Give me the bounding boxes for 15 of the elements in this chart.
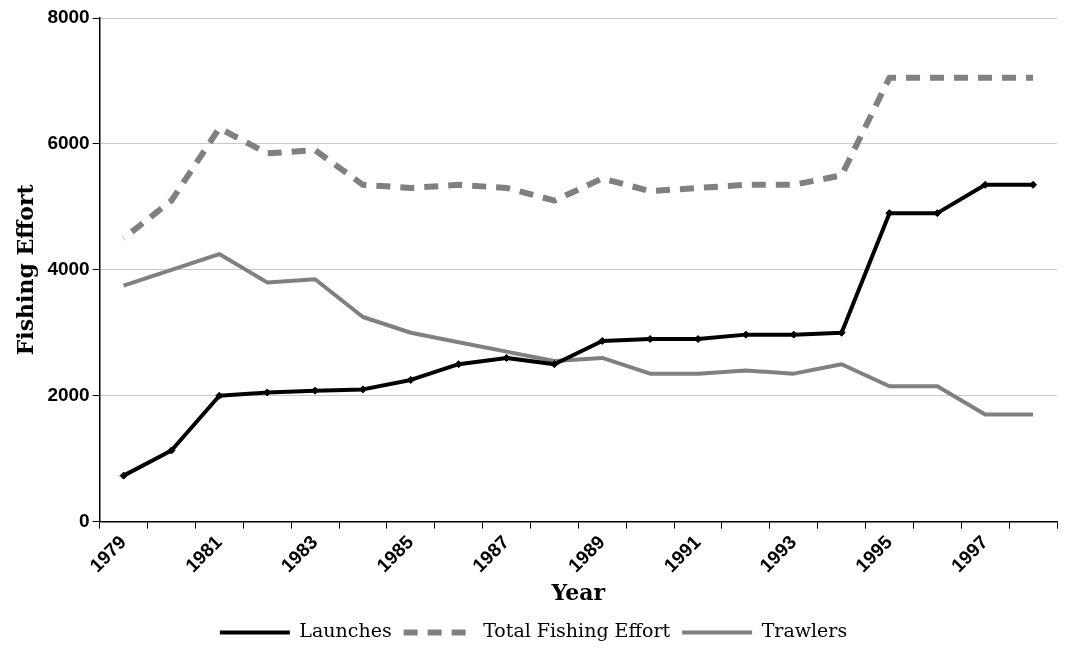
point: [550, 360, 559, 369]
legend-label: Launches: [299, 619, 392, 642]
y-tick-label: 8000: [47, 6, 90, 28]
point: [167, 446, 176, 455]
x-axis-title: Year: [550, 578, 606, 605]
y-tick-label: 2000: [47, 383, 90, 405]
y-axis-title: Fishing Effort: [11, 183, 38, 356]
legend-label: Total Fishing Effort: [483, 619, 671, 642]
legend-label: Trawlers: [761, 619, 848, 642]
y-tick-label: 0: [79, 509, 90, 531]
point: [1029, 180, 1038, 189]
y-tick-label: 4000: [47, 258, 90, 280]
point: [119, 471, 128, 480]
point: [454, 360, 463, 369]
y-tick-label: 6000: [47, 132, 90, 154]
